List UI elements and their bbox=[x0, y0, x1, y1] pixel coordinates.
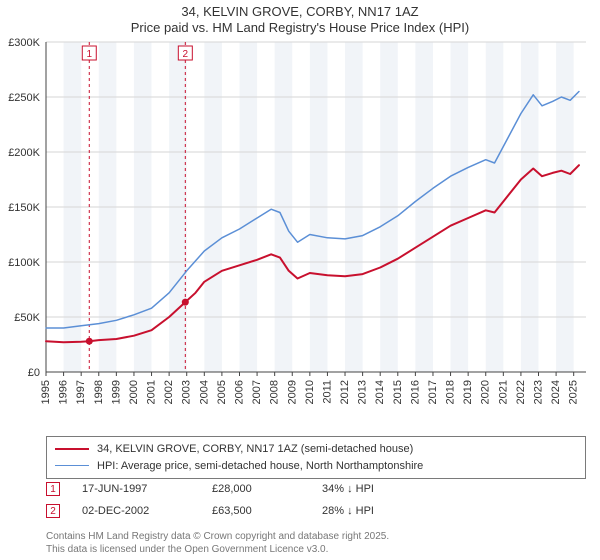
marker-diff-2: 28% ↓ HPI bbox=[322, 505, 374, 517]
svg-text:2008: 2008 bbox=[269, 380, 281, 404]
svg-text:£250K: £250K bbox=[8, 92, 40, 104]
chart-svg: £0£50K£100K£150K£200K£250K£300K199519961… bbox=[46, 42, 586, 412]
svg-text:2025: 2025 bbox=[568, 380, 580, 404]
svg-text:2020: 2020 bbox=[480, 380, 492, 404]
marker-diff-1: 34% ↓ HPI bbox=[322, 483, 374, 495]
svg-text:2003: 2003 bbox=[181, 380, 193, 404]
marker-price-1: £28,000 bbox=[212, 483, 322, 495]
title-block: 34, KELVIN GROVE, CORBY, NN17 1AZ Price … bbox=[0, 0, 600, 37]
footer-line1: Contains HM Land Registry data © Crown c… bbox=[46, 530, 389, 543]
svg-text:1999: 1999 bbox=[110, 380, 122, 404]
svg-text:2009: 2009 bbox=[286, 380, 298, 404]
marker-row-1: 1 17-JUN-1997 £28,000 34% ↓ HPI bbox=[46, 478, 586, 500]
svg-text:1997: 1997 bbox=[75, 380, 87, 404]
svg-text:£150K: £150K bbox=[8, 202, 40, 214]
legend-label-hpi: HPI: Average price, semi-detached house,… bbox=[97, 458, 423, 475]
svg-text:£200K: £200K bbox=[8, 147, 40, 159]
svg-text:2017: 2017 bbox=[427, 380, 439, 404]
marker-price-2: £63,500 bbox=[212, 505, 322, 517]
title-address: 34, KELVIN GROVE, CORBY, NN17 1AZ bbox=[0, 4, 600, 20]
svg-text:2014: 2014 bbox=[374, 380, 386, 404]
legend-box: 34, KELVIN GROVE, CORBY, NN17 1AZ (semi-… bbox=[46, 436, 586, 479]
marker-row-2: 2 02-DEC-2002 £63,500 28% ↓ HPI bbox=[46, 500, 586, 522]
svg-text:2019: 2019 bbox=[462, 380, 474, 404]
svg-text:2023: 2023 bbox=[533, 380, 545, 404]
svg-text:2022: 2022 bbox=[515, 380, 527, 404]
marker-date-2: 02-DEC-2002 bbox=[82, 505, 212, 517]
legend-swatch-hpi bbox=[55, 465, 89, 466]
legend-row-hpi: HPI: Average price, semi-detached house,… bbox=[55, 458, 577, 475]
svg-text:2018: 2018 bbox=[445, 380, 457, 404]
legend-row-price-paid: 34, KELVIN GROVE, CORBY, NN17 1AZ (semi-… bbox=[55, 441, 577, 458]
svg-text:2005: 2005 bbox=[216, 380, 228, 404]
svg-text:£50K: £50K bbox=[14, 312, 40, 324]
svg-text:2001: 2001 bbox=[146, 380, 158, 404]
chart-area: £0£50K£100K£150K£200K£250K£300K199519961… bbox=[46, 42, 586, 412]
svg-text:£0: £0 bbox=[28, 367, 40, 379]
svg-text:2: 2 bbox=[183, 49, 189, 60]
marker-badge-2: 2 bbox=[46, 504, 60, 518]
svg-text:2024: 2024 bbox=[550, 380, 562, 404]
legend-swatch-price-paid bbox=[55, 448, 89, 450]
svg-text:2013: 2013 bbox=[357, 380, 369, 404]
svg-text:1998: 1998 bbox=[93, 380, 105, 404]
marker-badge-1: 1 bbox=[46, 482, 60, 496]
svg-text:2007: 2007 bbox=[251, 380, 263, 404]
svg-text:2010: 2010 bbox=[304, 380, 316, 404]
svg-text:1996: 1996 bbox=[58, 380, 70, 404]
svg-text:2016: 2016 bbox=[409, 380, 421, 404]
marker-date-1: 17-JUN-1997 bbox=[82, 483, 212, 495]
svg-text:2006: 2006 bbox=[233, 380, 245, 404]
chart-container: 34, KELVIN GROVE, CORBY, NN17 1AZ Price … bbox=[0, 0, 600, 560]
footer-note: Contains HM Land Registry data © Crown c… bbox=[46, 530, 389, 556]
footer-line2: This data is licensed under the Open Gov… bbox=[46, 543, 389, 556]
svg-text:1: 1 bbox=[86, 49, 92, 60]
title-subtitle: Price paid vs. HM Land Registry's House … bbox=[0, 20, 600, 36]
svg-text:£300K: £300K bbox=[8, 37, 40, 49]
svg-text:2021: 2021 bbox=[497, 380, 509, 404]
svg-text:2011: 2011 bbox=[321, 380, 333, 404]
svg-text:2002: 2002 bbox=[163, 380, 175, 404]
svg-text:2012: 2012 bbox=[339, 380, 351, 404]
svg-text:2000: 2000 bbox=[128, 380, 140, 404]
marker-table: 1 17-JUN-1997 £28,000 34% ↓ HPI 2 02-DEC… bbox=[46, 478, 586, 522]
legend-label-price-paid: 34, KELVIN GROVE, CORBY, NN17 1AZ (semi-… bbox=[97, 441, 413, 458]
svg-text:1995: 1995 bbox=[40, 380, 52, 404]
svg-text:£100K: £100K bbox=[8, 257, 40, 269]
svg-text:2004: 2004 bbox=[198, 380, 210, 404]
svg-text:2015: 2015 bbox=[392, 380, 404, 404]
